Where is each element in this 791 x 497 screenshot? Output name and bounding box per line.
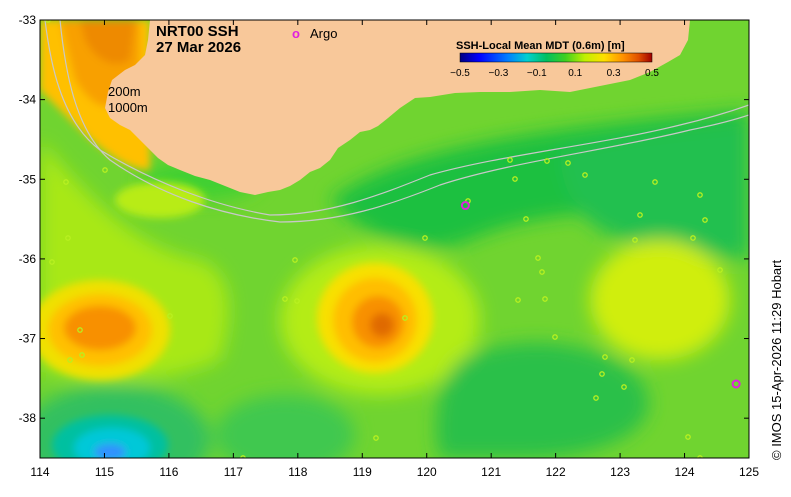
land-mass <box>105 20 690 195</box>
float-dots <box>45 20 723 458</box>
track-dot <box>422 235 428 241</box>
x-tick-label: 124 <box>675 465 695 479</box>
colorbar-tick-label: −0.3 <box>489 68 509 79</box>
contour-1000m <box>59 20 749 223</box>
track-dot <box>63 179 69 185</box>
colorbar-tick-label: 0.3 <box>607 68 621 79</box>
track-dot <box>515 297 521 303</box>
bathymetry-contours <box>44 20 749 223</box>
y-tick-label: -33 <box>19 13 37 27</box>
x-tick-label: 122 <box>546 465 566 479</box>
track-dot <box>49 259 55 265</box>
x-tick-label: 117 <box>224 465 243 479</box>
track-dot <box>602 354 608 360</box>
contour-200m <box>44 20 749 216</box>
track-dot <box>652 179 658 185</box>
track-dot <box>593 395 599 401</box>
title-line-1: NRT00 SSH <box>156 23 239 40</box>
track-dot <box>621 384 627 390</box>
track-dot <box>702 217 708 223</box>
y-tick-label: -38 <box>19 411 37 425</box>
colorbar-gradient <box>459 52 653 63</box>
track-dot <box>512 176 518 182</box>
track-dot <box>294 298 300 304</box>
track-dot <box>685 434 691 440</box>
y-tick-label: -37 <box>19 332 37 346</box>
y-tick-label: -36 <box>19 252 37 266</box>
colorbar: SSH-Local Mean MDT (0.6m) [m] −0.5 −0.3 −0… <box>450 40 659 79</box>
track-dot <box>65 235 71 241</box>
x-tick-label: 116 <box>159 465 178 479</box>
y-tick-label: -35 <box>19 172 37 186</box>
credit-text: © IMOS 15-Apr-2026 11:29 Hobart <box>769 260 784 460</box>
x-tick-label: 120 <box>417 465 437 479</box>
track-dot <box>637 212 643 218</box>
track-dot <box>535 255 541 261</box>
track-dot <box>373 435 379 441</box>
track-dot <box>629 357 635 363</box>
track-dot <box>79 352 85 358</box>
track-dot <box>599 371 605 377</box>
argo-float-marker <box>731 379 741 389</box>
title-line-2: 27 Mar 2026 <box>156 39 241 56</box>
colorbar-tick-label: −0.1 <box>527 68 547 79</box>
y-tick-label: -34 <box>19 93 37 107</box>
argo-floats <box>460 201 741 389</box>
x-tick-label: 125 <box>739 465 759 479</box>
colorbar-tick-label: 0.1 <box>568 68 582 79</box>
track-dot <box>582 172 588 178</box>
track-dot <box>539 269 545 275</box>
track-dot <box>282 296 288 302</box>
colorbar-tick-label: 0.5 <box>645 68 659 79</box>
track-dot <box>544 158 550 164</box>
plot-frame <box>39 19 750 459</box>
argo-float-marker <box>460 201 470 211</box>
track-dot <box>102 167 108 173</box>
track-dot <box>697 192 703 198</box>
colorbar-tick-label: −0.5 <box>450 68 470 79</box>
x-axis: 114 115 116 117 118 119 120 121 122 123 124 125 <box>30 20 759 479</box>
track-dot <box>507 157 513 163</box>
track-dot <box>632 237 638 243</box>
colorbar-ticks: −0.5 −0.3 −0.1 0.1 0.3 0.5 <box>450 68 659 79</box>
track-dot <box>552 334 558 340</box>
x-tick-label: 123 <box>610 465 630 479</box>
colorbar-label: SSH-Local Mean MDT (0.6m) [m] <box>456 40 625 52</box>
contour-label-1000m: 1000m <box>108 100 148 115</box>
track-dot <box>77 327 83 333</box>
track-dot <box>67 357 73 363</box>
contour-label-200m: 200m <box>108 84 141 99</box>
track-dot <box>292 257 298 263</box>
track-dot <box>565 160 571 166</box>
track-dot <box>45 20 51 23</box>
x-tick-label: 118 <box>288 465 307 479</box>
track-dot <box>523 216 529 222</box>
argo-legend-label: Argo <box>310 26 337 41</box>
track-dot <box>402 315 408 321</box>
track-dot <box>690 235 696 241</box>
track-dot <box>542 296 548 302</box>
x-tick-label: 119 <box>353 465 372 479</box>
track-dot <box>717 267 723 273</box>
x-tick-label: 115 <box>95 465 114 479</box>
y-axis: -33 -34 -35 -36 -37 -38 <box>19 13 749 425</box>
argo-legend-icon: o <box>292 26 300 41</box>
x-tick-label: 121 <box>481 465 501 479</box>
x-tick-label: 114 <box>30 465 49 479</box>
track-dot <box>167 313 173 319</box>
